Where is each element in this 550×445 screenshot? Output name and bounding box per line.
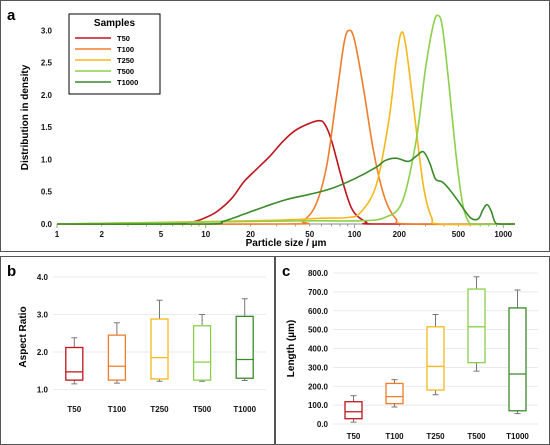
- y-tick-label-c: 800.0: [308, 269, 329, 278]
- y-tick-label-a: 2.0: [41, 91, 53, 100]
- x-tick-label-a: 100: [348, 230, 362, 239]
- series-line-t500: [56, 14, 516, 226]
- box-t1000-c: [508, 307, 527, 412]
- box-t100-c: [385, 382, 404, 405]
- box-t100-b: [107, 334, 127, 381]
- y-axis-label-c: Length (µm): [286, 320, 297, 377]
- chart-a: 1 2 5 10 20 50 100 200 500 1000 0.0 0.5 1.0 1.5 2.0 2.5…: [20, 13, 516, 249]
- legend-label-t100: T100: [117, 45, 134, 54]
- x-tick-label-t50-c: T50: [347, 432, 361, 441]
- box-t250-b: [150, 318, 169, 380]
- x-tick-label-a: 500: [452, 230, 466, 239]
- x-axis-label-a: Particle size / µm: [246, 238, 327, 249]
- chart-c: 0.0 100.0 200.0 300.0 400.0 500.0 600.0 700.0 80…: [286, 269, 538, 441]
- box-t250-c: [426, 326, 445, 391]
- y-tick-label-c: 600.0: [308, 307, 329, 316]
- x-tick-label-t500-c: T500: [467, 432, 486, 441]
- panel-a-label: a: [7, 7, 16, 24]
- x-tick-label-t250-c: T250: [426, 432, 445, 441]
- x-tick-label-a: 10: [201, 230, 210, 239]
- legend-label-t1000: T1000: [117, 78, 138, 87]
- y-tick-label-c: 0.0: [317, 420, 329, 429]
- y-axis-label-b: Aspect Ratio: [18, 306, 29, 367]
- y-tick-label-c: 200.0: [308, 382, 329, 391]
- y-tick-label-a: 1.0: [41, 155, 53, 164]
- x-tick-label-t500-b: T500: [193, 405, 212, 414]
- chart-b: 1.0 2.0 3.0 4.0 Aspect Ratio T50 T100 T250 T500 T…: [18, 273, 266, 414]
- y-tick-label-a: 2.5: [41, 59, 53, 68]
- y-tick-label-a: 0.0: [41, 220, 53, 229]
- legend-label-t250: T250: [117, 56, 134, 65]
- series-line-t1000: [56, 150, 516, 225]
- y-tick-label-c: 400.0: [308, 345, 329, 354]
- series-line-t250: [56, 31, 516, 226]
- x-tick-label-t1000-b: T1000: [233, 405, 256, 414]
- y-tick-label-c: 100.0: [308, 401, 329, 410]
- x-tick-label-t100-b: T100: [108, 405, 127, 414]
- legend-title: Samples: [94, 18, 136, 29]
- legend-box: [68, 13, 161, 95]
- y-axis-label-a: Distribution in density: [20, 64, 31, 170]
- y-tick-label-b: 1.0: [37, 386, 49, 395]
- box-t50-c: [344, 401, 363, 420]
- y-tick-label-a: 3.0: [41, 26, 53, 35]
- series-line-t50: [56, 119, 516, 225]
- panel-b-label: b: [7, 263, 16, 280]
- box-t1000-b: [235, 315, 254, 379]
- legend-label-t500: T500: [117, 67, 134, 76]
- x-tick-label-a: 20: [246, 230, 255, 239]
- x-tick-label-a: 1000: [494, 230, 512, 239]
- box-t50-b: [65, 346, 84, 381]
- y-tick-label-a: 1.5: [41, 123, 53, 132]
- y-tick-label-b: 2.0: [37, 348, 49, 357]
- x-tick-label-a: 2: [100, 230, 105, 239]
- panel-c-label: c: [282, 263, 290, 280]
- x-tick-label-t50-b: T50: [67, 405, 81, 414]
- box-t500-c: [467, 288, 486, 364]
- series-line-t100: [56, 29, 516, 226]
- y-tick-label-b: 4.0: [37, 273, 49, 282]
- box-t500-b: [192, 325, 212, 381]
- y-tick-label-c: 700.0: [308, 288, 329, 297]
- x-tick-label-t100-c: T100: [385, 432, 404, 441]
- x-tick-label-a: 50: [305, 230, 314, 239]
- y-tick-label-b: 3.0: [37, 311, 49, 320]
- legend-label-t50: T50: [117, 34, 130, 43]
- y-tick-label-a: 0.5: [41, 188, 53, 197]
- y-tick-label-c: 300.0: [308, 363, 329, 372]
- x-tick-label-a: 200: [393, 230, 407, 239]
- x-tick-label-t1000-c: T1000: [506, 432, 529, 441]
- y-tick-label-c: 500.0: [308, 326, 329, 335]
- x-tick-label-t250-b: T250: [150, 405, 169, 414]
- x-tick-label-a: 1: [55, 230, 60, 239]
- x-tick-label-a: 5: [159, 230, 164, 239]
